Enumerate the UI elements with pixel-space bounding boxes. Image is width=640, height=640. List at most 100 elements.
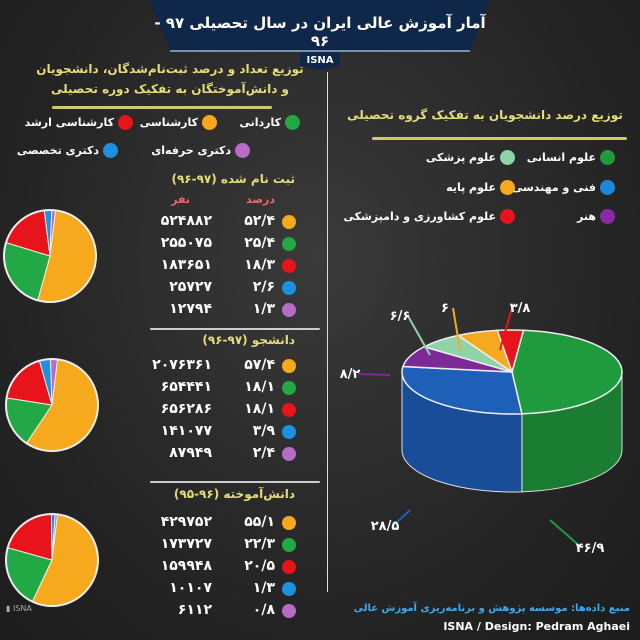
percent-value: ۱/۳ xyxy=(252,301,275,317)
color-dot-icon xyxy=(282,381,296,395)
table-enrolled: درصد نفر ۵۲۴۸۸۲ ۵۲/۴ ۲۵۵۰۷۵ ۲۵/۴ ۱۸۳۶۵۱ ۱۸/۳ ۲۵… xyxy=(150,193,300,323)
pie-slice xyxy=(401,365,523,415)
percent-value: ۲/۶ xyxy=(252,279,275,295)
percent-value: ۲۵/۴ xyxy=(244,235,275,251)
table-row: ۲۵۵۰۷۵ ۲۵/۴ xyxy=(150,235,300,257)
blue-dot-icon xyxy=(600,180,615,195)
left-title-line2: و دانش‌آموختگان به تفکیک دوره تحصیلی xyxy=(50,82,290,96)
color-dot-icon xyxy=(282,259,296,273)
label-arrow xyxy=(407,315,431,356)
table-graduates: ۴۲۹۷۵۲ ۵۵/۱ ۱۷۳۷۲۷ ۲۲/۳ ۱۵۹۹۴۸ ۲۰/۵ ۱۰۱۰۷ ۱/۳ ۶۱… xyxy=(150,514,300,624)
divider-line xyxy=(150,328,320,330)
color-dot-icon xyxy=(282,516,296,530)
color-dot-icon xyxy=(282,359,296,373)
color-dot-icon xyxy=(282,447,296,461)
color-dot-icon xyxy=(282,582,296,596)
count-value: ۵۲۴۸۸۲ xyxy=(160,213,212,229)
count-value: ۲۵۵۰۷۵ xyxy=(160,235,212,251)
table-row: ۱۸۳۶۵۱ ۱۸/۳ xyxy=(150,257,300,279)
data-label: ۶/۶ xyxy=(390,309,411,324)
table-row: ۸۷۹۴۹ ۲/۴ xyxy=(150,445,300,467)
legend-label: علوم کشاورزی و دامپزشکی xyxy=(343,210,497,223)
count-value: ۲۰۷۶۳۶۱ xyxy=(152,357,212,373)
legend-item: علوم کشاورزی و دامپزشکی xyxy=(343,209,515,224)
data-label: ۶ xyxy=(441,301,449,316)
label-arrow xyxy=(452,307,461,351)
purple-dot-icon xyxy=(600,209,615,224)
color-dot-icon xyxy=(282,560,296,574)
section-title-students: دانشجو (۹۷-۹۶) xyxy=(202,333,295,347)
red-dot-icon xyxy=(118,115,133,130)
legend-label: کاردانی xyxy=(239,116,281,129)
legend-label: کارشناسی ارشد xyxy=(24,116,114,129)
purple-dot-icon xyxy=(235,143,250,158)
count-value: ۱۷۳۷۲۷ xyxy=(160,536,212,552)
legend-label: دکتری تخصصی xyxy=(16,144,99,157)
legend-label: علوم پزشکی xyxy=(425,151,496,164)
percent-value: ۳/۹ xyxy=(252,423,275,439)
percent-value: ۵۷/۴ xyxy=(244,357,275,373)
percent-value: ۲/۴ xyxy=(252,445,275,461)
legend-label: علوم انسانی xyxy=(526,151,596,164)
header-banner xyxy=(150,0,490,52)
percent-value: ۱/۳ xyxy=(252,580,275,596)
divider-line xyxy=(150,481,320,483)
legend-label: فنی و مهندسی xyxy=(511,181,596,194)
table-row: ۲۰۷۶۳۶۱ ۵۷/۴ xyxy=(150,357,300,379)
percent-value: ۵۵/۱ xyxy=(244,514,275,530)
label-arrow xyxy=(357,373,391,376)
color-dot-icon xyxy=(282,303,296,317)
orange-dot-icon xyxy=(202,115,217,130)
legend-item: دکتری تخصصی xyxy=(17,143,118,158)
count-value: ۱۸۳۶۵۱ xyxy=(160,257,212,273)
table-students: ۲۰۷۶۳۶۱ ۵۷/۴ ۶۵۴۴۴۱ ۱۸/۱ ۶۵۶۲۸۶ ۱۸/۱ ۱۴۱۰۷۷ ۳/۹… xyxy=(150,357,300,467)
count-value: ۶۵۶۲۸۶ xyxy=(160,401,212,417)
label-arrow xyxy=(549,519,583,549)
table-row: ۱۷۳۷۲۷ ۲۲/۳ xyxy=(150,536,300,558)
label-arrow xyxy=(392,509,411,527)
col-percent: درصد xyxy=(246,193,275,206)
col-count: نفر xyxy=(171,193,190,206)
legend-item: کارشناسی xyxy=(140,115,217,130)
green-dot-icon xyxy=(600,150,615,165)
count-value: ۸۷۹۴۹ xyxy=(169,445,212,461)
table-row: ۶۵۴۴۴۱ ۱۸/۱ xyxy=(150,379,300,401)
count-value: ۶۱۱۲ xyxy=(177,602,212,618)
legend-item: هنر xyxy=(577,209,615,224)
blue-dot-icon xyxy=(103,143,118,158)
pie-slice xyxy=(496,329,525,375)
color-dot-icon xyxy=(282,403,296,417)
count-value: ۱۰۱۰۷ xyxy=(169,580,212,596)
pie-outline xyxy=(3,209,97,303)
left-title-line1: توزیع تعداد و درصد ثبت‌نام‌شدگان، دانشجو… xyxy=(36,62,304,76)
table-row: ۱۴۱۰۷۷ ۳/۹ xyxy=(150,423,300,445)
section-title-enrolled: ثبت نام شده (۹۷-۹۶) xyxy=(171,172,295,186)
legend-label: هنر xyxy=(577,210,596,223)
data-label: ۲۸/۵ xyxy=(371,519,400,534)
table-row: ۶۵۶۲۸۶ ۱۸/۱ xyxy=(150,401,300,423)
green-dot-icon xyxy=(285,115,300,130)
label-arrow xyxy=(499,307,513,351)
percent-value: ۱۸/۱ xyxy=(244,401,275,417)
legend-item: دکتری حرفه‌ای xyxy=(151,143,250,158)
red-dot-icon xyxy=(500,209,515,224)
legend-item: کارشناسی ارشد xyxy=(25,115,133,130)
table-row: ۱۰۱۰۷ ۱/۳ xyxy=(150,580,300,602)
data-source: منبع داده‌ها: موسسه پژوهش و برنامه‌ریزی … xyxy=(353,603,630,614)
mint-dot-icon xyxy=(500,150,515,165)
legend-item: علوم انسانی xyxy=(527,150,615,165)
section-title-graduates: دانش‌آموخته (۹۶-۹۵) xyxy=(173,487,295,501)
percent-value: ۱۸/۳ xyxy=(244,257,275,273)
chalk-underline xyxy=(372,137,627,140)
legend-label: دکتری حرفه‌ای xyxy=(151,144,231,157)
pie-slice xyxy=(511,329,623,415)
color-dot-icon xyxy=(282,425,296,439)
brand-tab: ISNA xyxy=(300,52,340,70)
count-value: ۱۴۱۰۷۷ xyxy=(160,423,212,439)
legend-item: علوم پزشکی xyxy=(426,150,515,165)
count-value: ۱۵۹۹۴۸ xyxy=(160,558,212,574)
chalk-underline xyxy=(52,106,272,109)
right-title: توزیع درصد دانشجویان به تفکیک گروه تحصیل… xyxy=(347,108,623,122)
color-dot-icon xyxy=(282,215,296,229)
legend-item: کاردانی xyxy=(239,115,300,130)
